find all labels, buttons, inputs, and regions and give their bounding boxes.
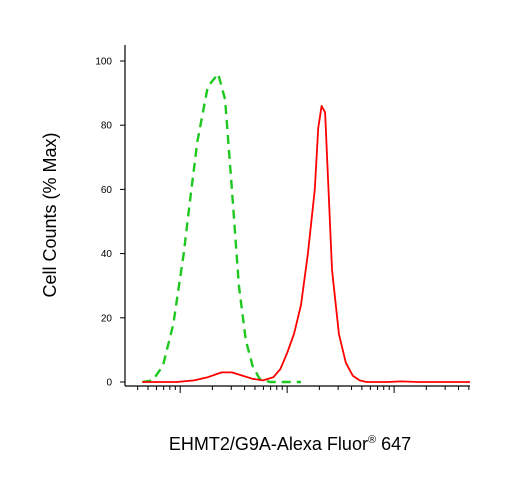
x-axis-title-registered: ® <box>368 434 376 446</box>
axes <box>124 45 470 387</box>
y-tick-label: 60 <box>101 185 113 196</box>
x-axis-title-suffix: 647 <box>376 434 411 454</box>
y-axis-title: Cell Counts (% Max) <box>40 132 60 297</box>
y-tick-label: 100 <box>95 57 112 68</box>
series-line-green-dashed <box>142 72 301 384</box>
y-ticks: 0 20 40 60 80 100 <box>95 57 125 389</box>
x-axis-title-main: EHMT2/G9A-Alexa Fluor <box>169 434 368 454</box>
x-ticks <box>137 386 470 393</box>
y-tick-label: 0 <box>106 378 112 389</box>
series-layer <box>142 72 470 384</box>
y-tick-label: 40 <box>101 249 113 260</box>
series-line-red-solid <box>142 105 470 383</box>
y-tick-label: 20 <box>101 313 113 324</box>
y-tick-label: 80 <box>101 121 113 132</box>
x-axis-title: EHMT2/G9A-Alexa Fluor® 647 <box>169 434 411 454</box>
